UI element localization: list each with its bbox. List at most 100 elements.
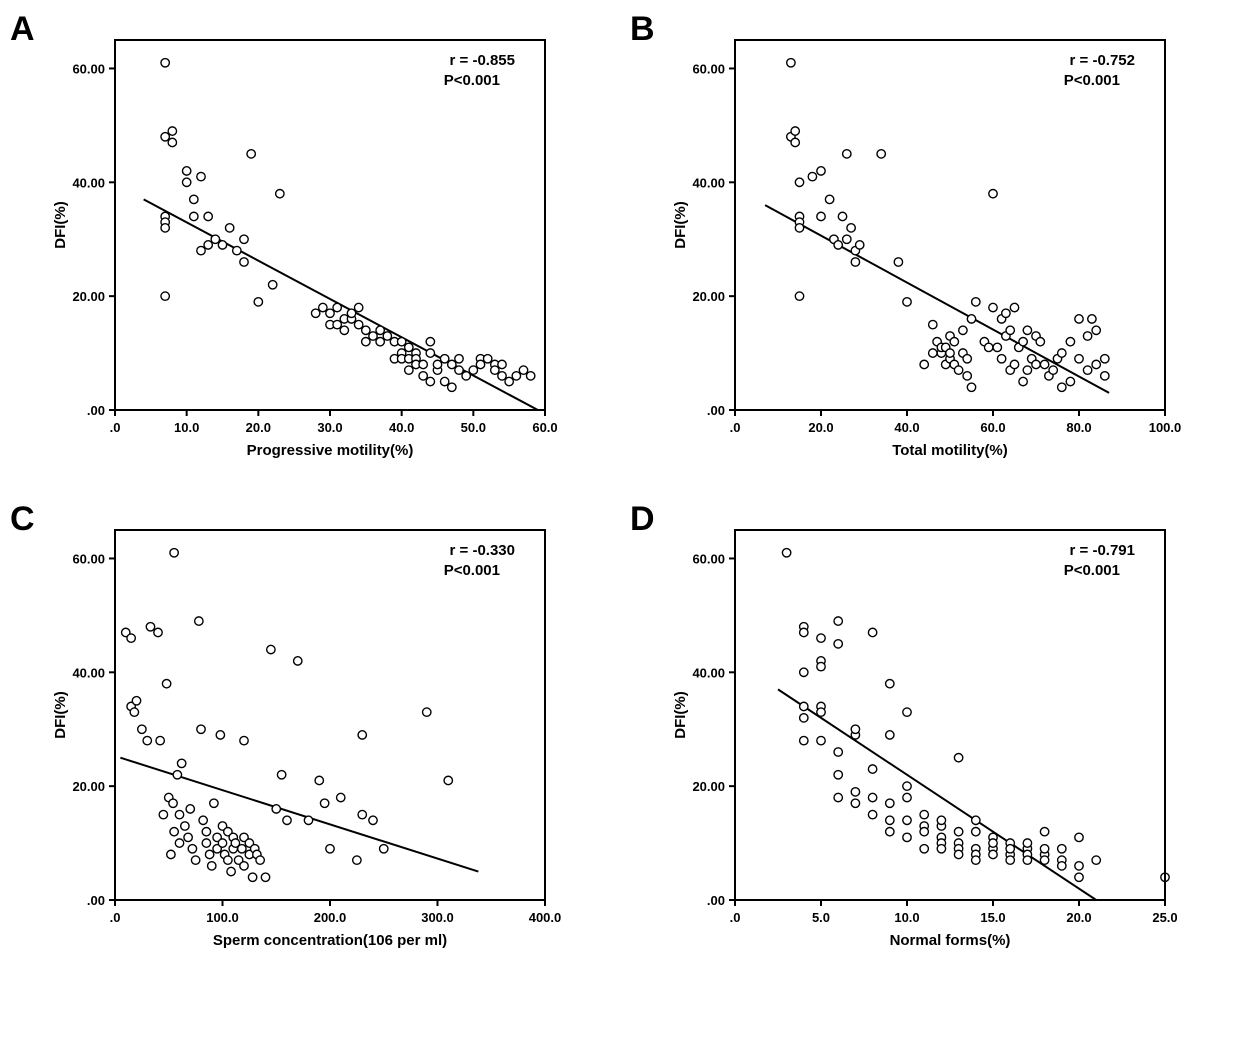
data-point (498, 360, 506, 368)
data-point (276, 189, 284, 197)
p-value: P<0.001 (1064, 72, 1120, 89)
data-point (277, 771, 285, 779)
data-point (1058, 349, 1066, 357)
data-point (448, 360, 456, 368)
y-tick-label: .00 (707, 893, 725, 908)
data-point (347, 309, 355, 317)
x-axis-label: Sperm concentration(106 per ml) (213, 932, 447, 949)
data-point (248, 873, 256, 881)
x-tick-label: .0 (110, 420, 121, 435)
data-point (440, 377, 448, 385)
data-point (937, 845, 945, 853)
data-point (162, 679, 170, 687)
data-point (1049, 366, 1057, 374)
data-point (903, 782, 911, 790)
data-point (1066, 337, 1074, 345)
data-point (197, 172, 205, 180)
data-point (1083, 366, 1091, 374)
x-tick-label: 40.0 (389, 420, 414, 435)
data-point (419, 372, 427, 380)
x-tick-label: 10.0 (174, 420, 199, 435)
data-point (1092, 326, 1100, 334)
data-point (1075, 833, 1083, 841)
data-point (353, 856, 361, 864)
data-point (202, 839, 210, 847)
y-tick-label: 40.00 (72, 665, 105, 680)
data-point (267, 645, 275, 653)
x-tick-label: 10.0 (894, 910, 919, 925)
data-point (1006, 856, 1014, 864)
data-point (362, 337, 370, 345)
x-tick-label: 20.0 (808, 420, 833, 435)
data-point (354, 320, 362, 328)
data-point (268, 281, 276, 289)
data-point (954, 827, 962, 835)
data-point (795, 292, 803, 300)
data-point (989, 303, 997, 311)
data-point (1036, 337, 1044, 345)
panel-label: D (630, 500, 655, 539)
data-point (405, 343, 413, 351)
data-point (369, 332, 377, 340)
data-point (834, 793, 842, 801)
data-point (132, 697, 140, 705)
x-tick-label: 40.0 (894, 420, 919, 435)
y-tick-label: .00 (707, 403, 725, 418)
data-point (419, 360, 427, 368)
data-point (283, 816, 291, 824)
data-point (800, 628, 808, 636)
data-point (838, 212, 846, 220)
data-point (177, 759, 185, 767)
data-point (319, 303, 327, 311)
data-point (851, 725, 859, 733)
data-point (834, 640, 842, 648)
data-point (834, 241, 842, 249)
x-tick-label: 60.0 (532, 420, 557, 435)
data-point (937, 816, 945, 824)
data-point (161, 133, 169, 141)
data-point (440, 355, 448, 363)
x-tick-label: 20.0 (1066, 910, 1091, 925)
data-point (320, 799, 328, 807)
data-point (483, 355, 491, 363)
data-point (202, 827, 210, 835)
data-point (791, 138, 799, 146)
x-tick-label: 100.0 (206, 910, 239, 925)
data-point (173, 771, 181, 779)
data-point (240, 258, 248, 266)
data-point (972, 298, 980, 306)
data-point (903, 793, 911, 801)
data-point (929, 320, 937, 328)
data-point (358, 731, 366, 739)
data-point (817, 634, 825, 642)
data-point (205, 850, 213, 858)
data-point (817, 662, 825, 670)
data-point (181, 822, 189, 830)
data-point (175, 839, 183, 847)
x-tick-label: 20.0 (246, 420, 271, 435)
data-point (1040, 360, 1048, 368)
data-point (851, 258, 859, 266)
data-point (369, 816, 377, 824)
p-value: P<0.001 (1064, 562, 1120, 579)
x-axis-label: Progressive motility(%) (247, 442, 414, 459)
data-point (167, 850, 175, 858)
data-point (154, 628, 162, 636)
data-point (868, 765, 876, 773)
data-point (817, 167, 825, 175)
data-point (240, 862, 248, 870)
data-point (1066, 377, 1074, 385)
data-point (851, 788, 859, 796)
data-point (1058, 383, 1066, 391)
panel-label: B (630, 10, 655, 49)
data-point (498, 372, 506, 380)
data-point (362, 326, 370, 334)
data-point (169, 799, 177, 807)
data-point (989, 189, 997, 197)
data-point (1010, 303, 1018, 311)
data-point (426, 377, 434, 385)
data-point (175, 810, 183, 818)
data-point (1083, 332, 1091, 340)
data-point (868, 628, 876, 636)
data-point (1040, 845, 1048, 853)
